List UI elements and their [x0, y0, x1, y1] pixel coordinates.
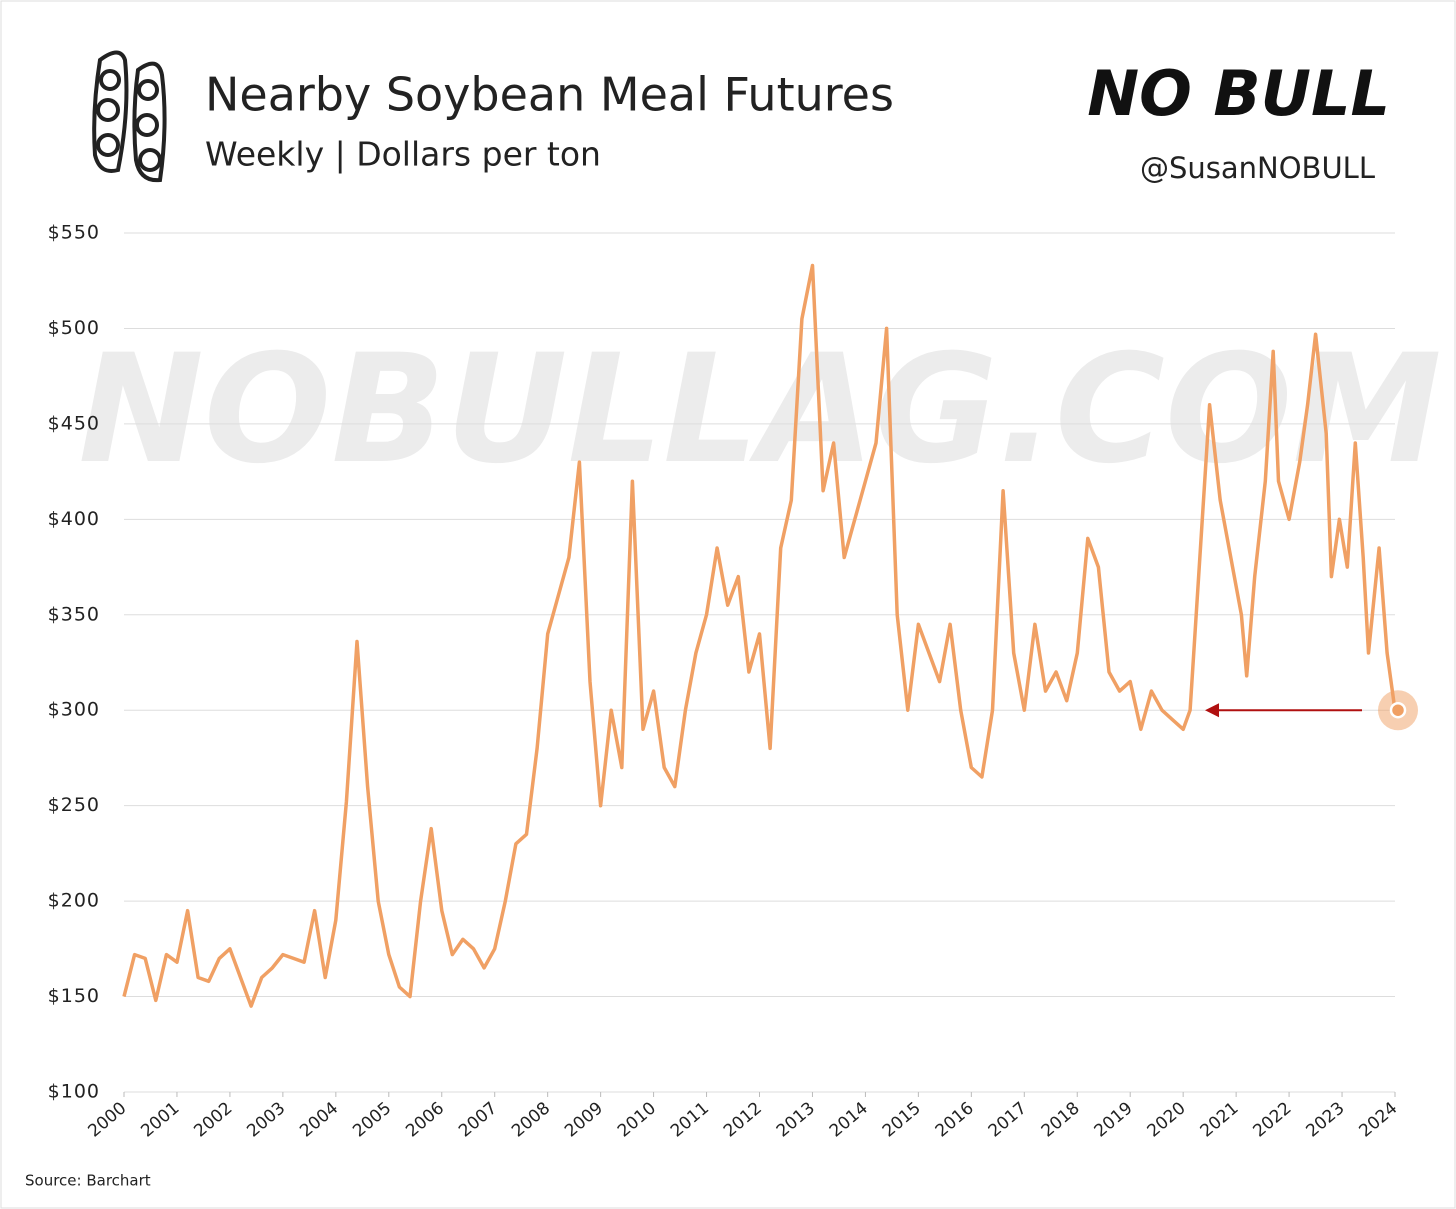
y-tick-label: $150	[48, 985, 100, 1007]
handle: @SusanNOBULL	[1140, 151, 1375, 185]
y-tick-label: $300	[48, 699, 100, 721]
y-tick-label: $550	[48, 222, 100, 244]
y-tick-label: $200	[48, 890, 100, 912]
brand-logo: NO BULL	[1087, 57, 1390, 130]
watermark: NOBULLAG.COM	[78, 323, 1441, 497]
y-tick-label: $500	[48, 317, 100, 339]
y-tick-label: $400	[48, 508, 100, 530]
series-line	[122, 263, 1397, 1008]
soy-icon	[92, 50, 167, 183]
source: Source: Barchart	[25, 1172, 151, 1190]
arrow-head	[1205, 703, 1219, 718]
title: Nearby Soybean Meal Futures	[205, 68, 894, 122]
subtitle: Weekly | Dollars per ton	[205, 135, 601, 174]
end-point	[1389, 701, 1407, 719]
y-tick-label: $250	[48, 794, 100, 816]
y-tick-label: $450	[48, 412, 100, 434]
y-tick-label: $100	[48, 1081, 100, 1103]
y-tick-label: $350	[48, 603, 100, 625]
